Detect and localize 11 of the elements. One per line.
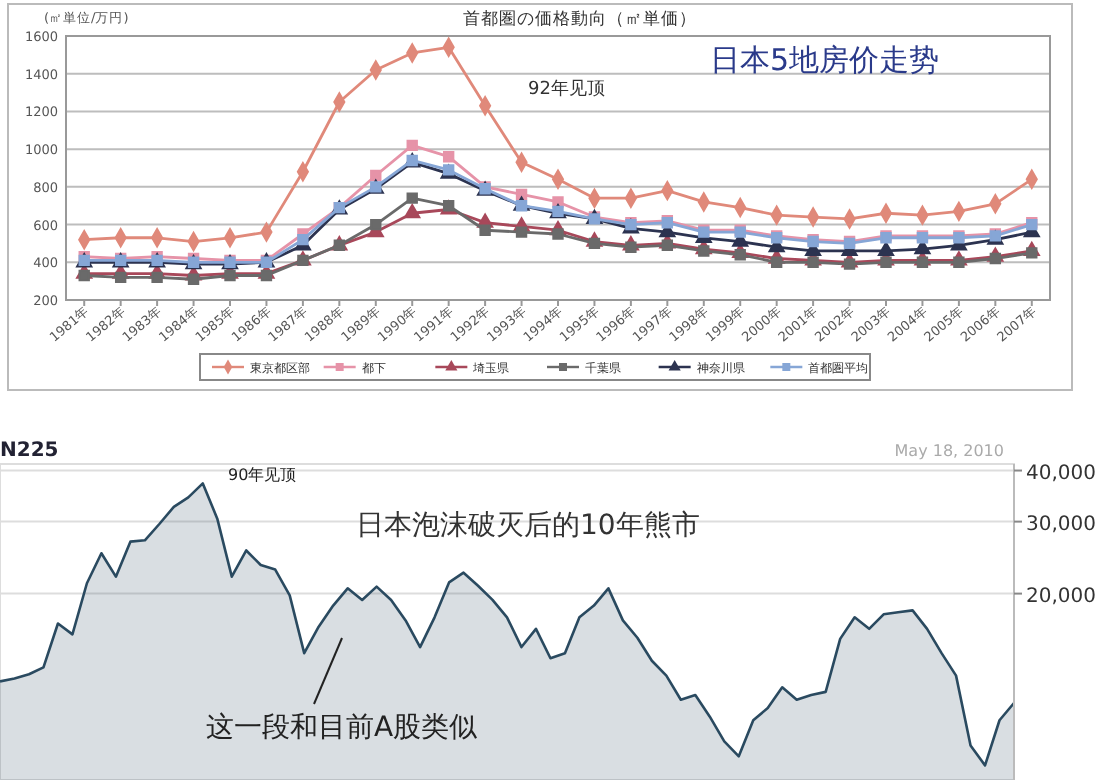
- y-tick-label: 20,000: [1026, 585, 1096, 608]
- chart-title: N225: [0, 440, 59, 462]
- annotation: 日本5地房价走势: [710, 42, 940, 78]
- annotation: 90年见顶: [228, 466, 297, 484]
- annotation: 这一段和目前A股类似: [206, 712, 478, 744]
- text: May 18, 2010: [894, 442, 1004, 460]
- annotation: 日本泡沫破灭后的10年熊市: [356, 510, 700, 542]
- y-tick-label: 30,000: [1026, 513, 1096, 536]
- annotation: 92年见顶: [528, 78, 605, 100]
- y-tick-label: 40,000: [1026, 462, 1096, 485]
- chart-title: 首都圏の価格動向（㎡単価）: [463, 8, 697, 30]
